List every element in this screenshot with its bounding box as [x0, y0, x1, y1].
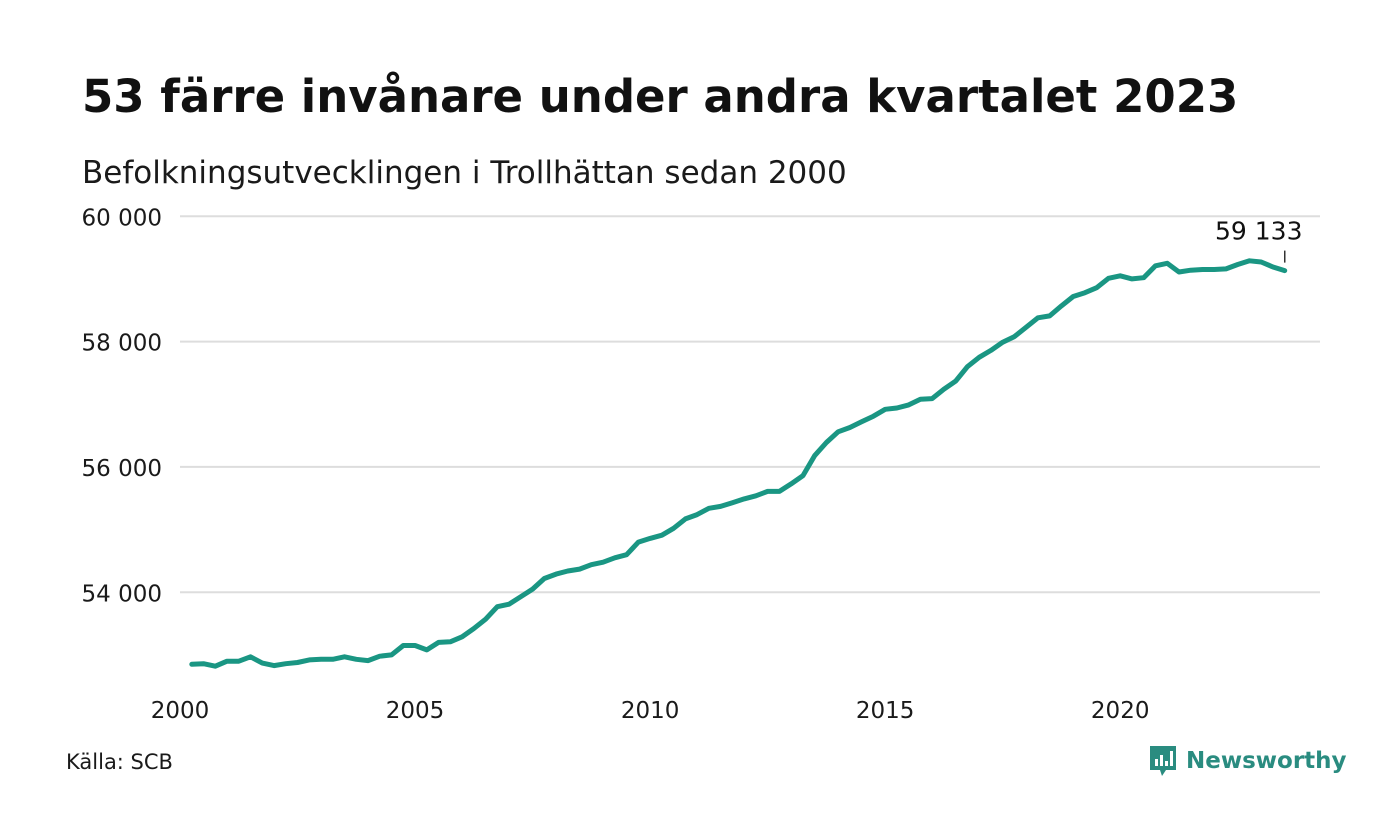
end-value-label: 59 133 [1215, 217, 1302, 246]
chart-subtitle: Befolkningsutvecklingen i Trollhättan se… [82, 155, 847, 191]
grid-lines [180, 215, 1320, 594]
newsworthy-logo-icon [1150, 746, 1176, 776]
y-tick-label: 54 000 [82, 581, 162, 607]
x-tick-label: 2020 [1091, 698, 1150, 724]
brand: Newsworthy [1148, 744, 1347, 778]
y-tick-label: 56 000 [82, 456, 162, 482]
source-note: Källa: SCB [66, 750, 173, 774]
x-tick-label: 2010 [621, 698, 680, 724]
x-tick-label: 2015 [856, 698, 915, 724]
y-axis-labels: 54 000 56 000 58 000 60 000 [82, 205, 162, 607]
x-tick-label: 2000 [151, 698, 210, 724]
population-series-line [189, 258, 1288, 669]
y-tick-label: 60 000 [82, 205, 162, 231]
y-tick-label: 58 000 [82, 331, 162, 357]
chart-title: 53 färre invånare under andra kvartalet … [82, 70, 1239, 123]
x-tick-label: 2005 [386, 698, 445, 724]
brand-name: Newsworthy [1186, 748, 1347, 774]
x-axis-labels: 2000 2005 2010 2015 2020 [151, 698, 1150, 724]
